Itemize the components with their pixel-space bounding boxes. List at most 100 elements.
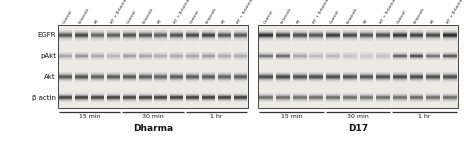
Bar bbox=[91, 40, 104, 41]
Bar bbox=[234, 74, 246, 75]
Bar bbox=[393, 77, 407, 78]
Bar bbox=[359, 38, 373, 39]
Bar bbox=[107, 33, 120, 34]
Bar bbox=[107, 55, 120, 56]
Bar bbox=[310, 94, 323, 95]
Bar bbox=[91, 78, 104, 79]
Bar bbox=[276, 79, 290, 80]
Bar bbox=[426, 97, 440, 98]
Bar bbox=[326, 33, 340, 34]
Bar bbox=[91, 79, 104, 80]
Bar bbox=[393, 30, 407, 31]
Bar bbox=[359, 33, 373, 34]
Bar bbox=[155, 55, 167, 56]
Bar bbox=[91, 81, 104, 82]
Bar bbox=[443, 94, 456, 95]
Bar bbox=[75, 38, 88, 39]
Bar bbox=[59, 54, 73, 55]
Bar bbox=[293, 74, 307, 75]
Bar bbox=[123, 54, 136, 55]
Bar bbox=[426, 54, 440, 55]
Bar bbox=[59, 32, 73, 33]
Bar bbox=[186, 53, 199, 54]
Bar bbox=[293, 95, 307, 96]
Bar bbox=[359, 75, 373, 76]
Bar bbox=[170, 54, 183, 55]
Bar bbox=[218, 33, 231, 34]
Bar bbox=[123, 94, 136, 95]
Bar bbox=[376, 59, 390, 60]
Bar bbox=[276, 38, 290, 39]
Bar bbox=[170, 59, 183, 60]
Bar bbox=[443, 52, 456, 53]
Bar bbox=[393, 101, 407, 102]
Bar bbox=[410, 77, 423, 78]
Bar bbox=[310, 31, 323, 32]
Bar bbox=[393, 38, 407, 39]
Bar bbox=[170, 72, 183, 73]
Bar bbox=[91, 52, 104, 53]
Bar bbox=[410, 30, 423, 31]
Bar bbox=[91, 34, 104, 35]
Bar bbox=[75, 101, 88, 102]
Bar bbox=[91, 57, 104, 58]
Bar bbox=[218, 39, 231, 40]
Bar bbox=[234, 55, 246, 56]
Bar bbox=[75, 33, 88, 34]
Bar bbox=[91, 59, 104, 60]
Bar bbox=[234, 73, 246, 74]
Bar bbox=[59, 72, 73, 73]
Bar bbox=[259, 101, 273, 102]
Bar bbox=[186, 72, 199, 73]
Bar bbox=[155, 97, 167, 98]
Bar bbox=[218, 77, 231, 78]
Bar bbox=[343, 52, 356, 53]
Bar bbox=[276, 78, 290, 79]
Bar bbox=[276, 73, 290, 74]
Bar bbox=[202, 32, 215, 33]
Bar bbox=[393, 93, 407, 94]
Bar bbox=[59, 101, 73, 102]
Bar bbox=[75, 54, 88, 55]
Bar bbox=[59, 95, 73, 96]
Bar bbox=[75, 75, 88, 76]
Bar bbox=[293, 52, 307, 53]
Bar bbox=[443, 79, 456, 80]
Bar bbox=[218, 101, 231, 102]
Bar bbox=[155, 59, 167, 60]
Bar bbox=[202, 40, 215, 41]
Bar bbox=[276, 74, 290, 75]
Bar bbox=[202, 93, 215, 94]
Bar bbox=[155, 59, 167, 60]
Bar bbox=[343, 73, 356, 74]
Bar bbox=[234, 38, 246, 39]
Bar bbox=[186, 96, 199, 97]
Bar bbox=[443, 34, 456, 35]
Bar bbox=[293, 58, 307, 59]
Bar bbox=[426, 77, 440, 78]
Bar bbox=[75, 53, 88, 54]
Bar bbox=[234, 59, 246, 60]
Bar bbox=[170, 73, 183, 74]
Bar bbox=[202, 77, 215, 78]
Bar bbox=[155, 38, 167, 39]
Bar bbox=[410, 35, 423, 36]
Bar bbox=[218, 96, 231, 97]
Bar bbox=[326, 38, 340, 39]
Bar bbox=[343, 34, 356, 35]
Bar bbox=[138, 73, 152, 74]
Bar bbox=[155, 35, 167, 36]
Bar bbox=[276, 77, 290, 78]
Bar bbox=[91, 97, 104, 98]
Bar bbox=[293, 73, 307, 74]
Bar bbox=[123, 79, 136, 80]
Bar bbox=[91, 93, 104, 94]
Bar bbox=[123, 30, 136, 31]
Bar bbox=[138, 76, 152, 77]
Bar bbox=[155, 76, 167, 77]
Bar bbox=[410, 96, 423, 97]
Bar bbox=[293, 36, 307, 37]
Bar bbox=[410, 33, 423, 34]
Bar bbox=[59, 33, 73, 34]
Bar bbox=[107, 99, 120, 100]
